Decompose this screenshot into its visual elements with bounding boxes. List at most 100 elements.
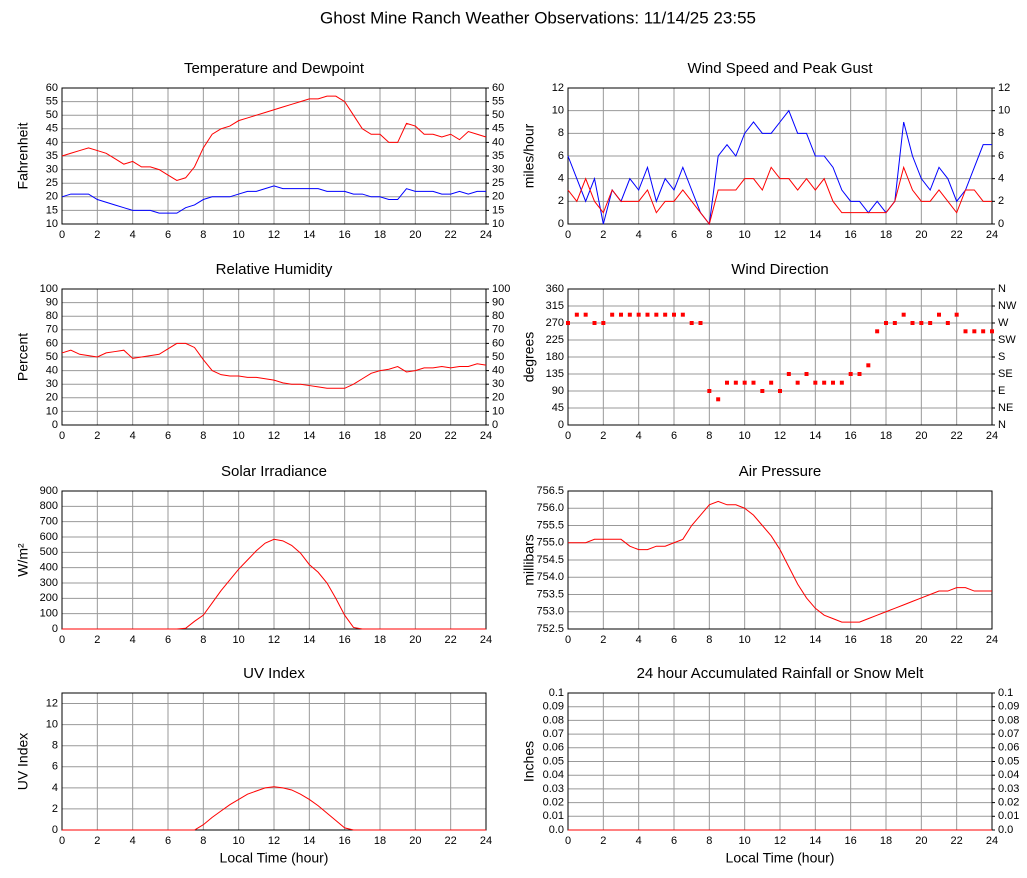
data-point <box>813 380 818 385</box>
data-point <box>901 312 906 317</box>
x-tick-label: 12 <box>268 229 280 241</box>
x-tick-label: 14 <box>303 229 315 241</box>
y2-tick-label: 8 <box>998 127 1004 139</box>
y-tick-label: 180 <box>546 351 564 363</box>
y-tick-label: 12 <box>46 697 58 709</box>
y2-tick-label: 90 <box>492 297 504 309</box>
y-axis-label: degrees <box>521 332 537 383</box>
x-tick-label: 12 <box>268 634 280 646</box>
x-tick-label: 18 <box>880 634 892 646</box>
y-tick-label: 6 <box>558 150 564 162</box>
x-tick-label: 6 <box>671 634 677 646</box>
x-tick-label: 8 <box>706 229 712 241</box>
data-point <box>645 312 650 317</box>
x-tick-label: 24 <box>480 835 492 847</box>
y-tick-label: 80 <box>46 310 58 322</box>
x-tick-label: 8 <box>706 634 712 646</box>
data-point <box>680 312 685 317</box>
y2-tick-label: 20 <box>492 191 504 203</box>
data-point <box>778 389 782 393</box>
plot-frame <box>567 288 993 426</box>
data-point <box>733 380 738 385</box>
data-point <box>804 372 809 376</box>
y-tick-label: 60 <box>46 82 58 94</box>
x-tick-label: 2 <box>94 835 100 847</box>
x-tick-label: 22 <box>951 229 963 241</box>
y-tick-label: 50 <box>46 109 58 121</box>
data-point <box>583 312 588 317</box>
x-tick-label: 12 <box>268 430 280 442</box>
x-tick-label: 16 <box>845 430 857 442</box>
x-tick-label: 18 <box>880 835 892 847</box>
data-point <box>654 312 659 317</box>
y-tick-label: 8 <box>558 127 564 139</box>
data-point <box>884 321 888 325</box>
x-tick-label: 6 <box>165 229 171 241</box>
x-tick-label: 14 <box>809 430 821 442</box>
y-tick-label: 0.0 <box>549 824 564 836</box>
y-tick-label: 12 <box>552 82 564 94</box>
y2-tick-label: W <box>998 317 1009 329</box>
y2-tick-label: 6 <box>998 150 1004 162</box>
y2-tick-label: 0.01 <box>998 810 1019 822</box>
x-tick-label: 14 <box>809 634 821 646</box>
data-point <box>981 329 986 334</box>
data-line <box>62 538 486 630</box>
y-tick-label: 800 <box>40 500 58 512</box>
y-tick-label: 200 <box>40 592 58 604</box>
y2-tick-label: NE <box>998 402 1013 414</box>
data-line <box>61 342 487 389</box>
data-point <box>698 321 703 325</box>
y2-tick-label: NW <box>998 300 1017 312</box>
y2-tick-label: 10 <box>492 218 504 230</box>
y2-tick-label: 0.04 <box>998 769 1019 781</box>
y-axis-label: miles/hour <box>521 123 537 188</box>
y2-tick-label: SE <box>998 368 1013 380</box>
y-tick-label: 315 <box>546 300 564 312</box>
x-tick-label: 0 <box>565 634 571 646</box>
data-point <box>751 380 756 385</box>
y-tick-label: 0.03 <box>543 783 564 795</box>
x-tick-label: 0 <box>565 430 571 442</box>
data-point <box>839 380 844 385</box>
x-tick-label: 14 <box>809 229 821 241</box>
y-tick-label: 8 <box>52 740 58 752</box>
x-tick-label: 20 <box>915 835 927 847</box>
x-tick-label: 20 <box>409 430 421 442</box>
x-tick-label: 4 <box>636 634 642 646</box>
y2-tick-label: 45 <box>492 123 504 135</box>
data-point <box>945 321 950 325</box>
y2-tick-label: S <box>998 351 1005 363</box>
y2-tick-label: 30 <box>492 164 504 176</box>
y-tick-label: 270 <box>546 317 564 329</box>
y2-tick-label: 0.09 <box>998 701 1019 713</box>
y-tick-label: 70 <box>46 324 58 336</box>
chart-title: Relative Humidity <box>216 261 333 278</box>
y-tick-label: 400 <box>40 562 58 574</box>
y2-tick-label: 12 <box>998 82 1010 94</box>
y-tick-label: 4 <box>558 173 564 185</box>
x-tick-label: 16 <box>339 229 351 241</box>
x-tick-label: 0 <box>59 229 65 241</box>
y-tick-label: 10 <box>46 719 58 731</box>
data-point <box>972 329 977 334</box>
x-tick-label: 12 <box>268 835 280 847</box>
y-tick-label: 754.5 <box>536 554 564 566</box>
x-tick-label: 2 <box>94 634 100 646</box>
data-point <box>919 321 924 325</box>
data-point <box>875 329 880 334</box>
x-tick-label: 10 <box>233 634 245 646</box>
x-tick-label: 14 <box>303 430 315 442</box>
x-tick-label: 4 <box>130 634 136 646</box>
data-point <box>566 321 570 325</box>
y2-tick-label: 0.03 <box>998 783 1019 795</box>
y-tick-label: 0 <box>52 824 58 836</box>
x-tick-label: 2 <box>600 835 606 847</box>
y-tick-label: 55 <box>46 96 58 108</box>
y2-tick-label: 30 <box>492 378 504 390</box>
y-tick-label: 90 <box>46 297 58 309</box>
y-tick-label: 20 <box>46 191 58 203</box>
y-tick-label: 90 <box>552 385 564 397</box>
data-line <box>61 185 486 214</box>
